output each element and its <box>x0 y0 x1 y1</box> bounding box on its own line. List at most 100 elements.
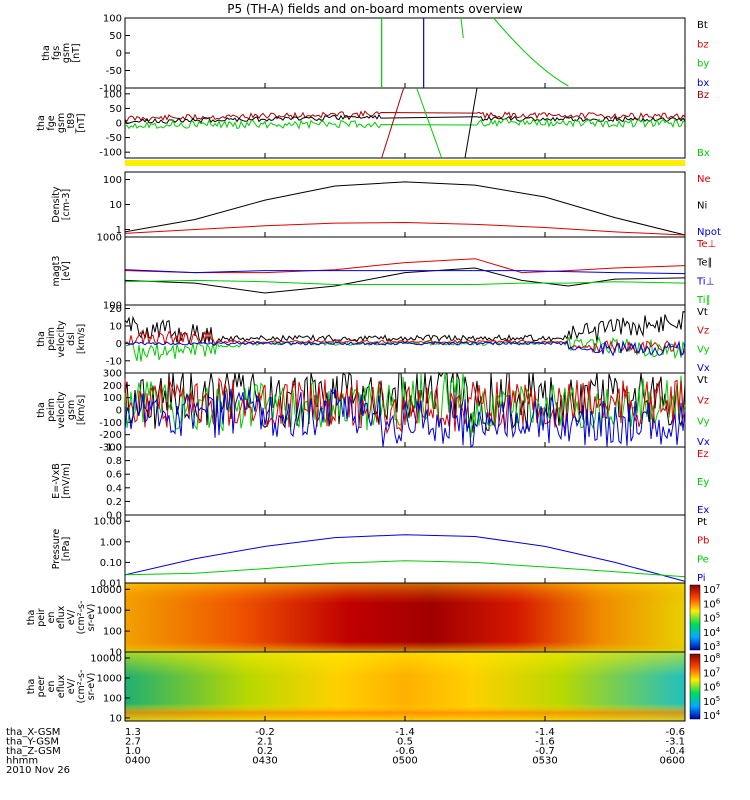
ylabel-fgs_gsm-3: [nT] <box>71 43 82 62</box>
ytick-label-efield-4: 0.2 <box>106 497 122 508</box>
ylabel-fge_gsm-4: [nT] <box>76 113 87 132</box>
legend-efield-ex: Ex <box>697 505 709 516</box>
xaxis-value-4-2: -0.4 <box>665 746 685 757</box>
colorbar-label-electron_spectrogram-2: 106 <box>703 681 721 694</box>
panel-frame-efield <box>124 446 686 516</box>
ytick-label-velocity_gsm-4: -100 <box>99 418 122 429</box>
ion-spectrogram-overlay <box>125 583 685 652</box>
gsm-vz <box>124 377 686 435</box>
chart-title: P5 (TH-A) fields and on-board moments ov… <box>227 2 523 16</box>
ylabel-electron_spectrogram-1: peer <box>36 676 47 698</box>
xaxis-value-2-0: -1.4 <box>395 727 415 738</box>
colorbar-label-electron_spectrogram-1: 107 <box>703 666 720 679</box>
legend-velocity_dsl-vy: Vy <box>697 344 710 355</box>
ylabel-velocity_gsm-3: gsm <box>66 400 77 420</box>
ylabel-electron_spectrogram-6: sr-eV) <box>86 673 97 701</box>
ylabel-electron_spectrogram-3: eflux <box>56 674 67 698</box>
series-temperature-ti∥ <box>124 279 686 285</box>
ytick-label-ion_spectrogram-1: 1000 <box>97 606 122 617</box>
ytick-label-density-1: 10 <box>109 200 122 211</box>
ytick-label-fge_gsm-3: -50 <box>106 133 122 144</box>
xaxis-label-2: tha_Z-GSM <box>6 746 61 757</box>
ylabel-ion_spectrogram-3: eflux <box>56 605 67 629</box>
dsl-vt <box>124 311 686 347</box>
legend-temperature-ti∥: Ti∥ <box>696 295 711 306</box>
ytick-label-velocity_dsl-2: 0 <box>116 339 122 350</box>
colorbar-label-electron_spectrogram-3: 105 <box>703 695 720 708</box>
ytick-label-velocity_dsl-0: 20 <box>109 304 122 315</box>
colorbar-label-ion_spectrogram-3: 104 <box>703 626 721 639</box>
xaxis-label-1: tha_Y-GSM <box>6 737 59 748</box>
xaxis-value-0-2: 1.0 <box>125 746 141 757</box>
fge-bz-drop <box>381 87 405 159</box>
legend-fgs_gsm-bz: bz <box>697 39 709 50</box>
ytick-label-fge_gsm-0: 100 <box>103 89 122 100</box>
ylabel-velocity_dsl-1: peim <box>46 327 57 351</box>
ylabel-velocity_dsl-3: dsl <box>66 332 77 346</box>
xaxis-value-1-0: -0.2 <box>255 727 275 738</box>
flag-bar <box>125 160 685 166</box>
xaxis-value-3-2: -0.7 <box>535 746 555 757</box>
ytick-label-velocity_gsm-0: 300 <box>103 369 122 380</box>
fgs-by-spike-2 <box>460 17 464 39</box>
colorbar-label-electron_spectrogram-4: 104 <box>703 709 721 722</box>
fge-bx-drop <box>416 87 443 159</box>
series-temperature-te⊥ <box>124 258 686 274</box>
legend-velocity_dsl-vx: Vx <box>697 363 710 374</box>
ylabel-efield-1: [mV/m] <box>61 463 72 499</box>
ylabel-fge_gsm-0: tha <box>36 115 47 131</box>
ytick-label-fge_gsm-4: -100 <box>99 148 122 159</box>
ylabel-fgs_gsm-1: fgs <box>51 46 62 60</box>
ylabel-velocity_gsm-4: [km/s] <box>76 395 87 425</box>
legend-velocity_gsm-vt: Vt <box>697 375 708 386</box>
ylabel-density-0: Density <box>51 186 62 222</box>
ytick-label-density-0: 100 <box>103 175 122 186</box>
legend-density-ne: Ne <box>697 174 711 185</box>
panel-frame-pressure <box>124 514 686 584</box>
ylabel-temperature-0: magt3 <box>51 256 62 287</box>
ylabel-density-1: [cm-3] <box>61 189 72 220</box>
ytick-label-efield-1: 0.8 <box>106 456 122 467</box>
xaxis-value-0-0: 1.3 <box>125 727 141 738</box>
series-density-ni <box>124 181 686 236</box>
fge-bt-recover <box>464 87 478 159</box>
ylabel-electron_spectrogram-4: eV/ <box>66 678 77 694</box>
ytick-label-velocity_gsm-3: 0 <box>116 406 122 417</box>
xaxis-label-0: tha_X-GSM <box>6 727 60 738</box>
ylabel-temperature-1: [eV] <box>61 261 72 281</box>
ytick-label-pressure-0: 10.00 <box>93 517 122 528</box>
ytick-label-pressure-3: 0.01 <box>100 579 122 590</box>
ylabel-fge_gsm-3: _t89 <box>66 113 77 135</box>
ytick-label-velocity_gsm-2: 100 <box>103 393 122 404</box>
ytick-label-fge_gsm-2: 0 <box>116 119 122 130</box>
legend-pressure-pb: Pb <box>697 536 709 547</box>
ytick-label-electron_spectrogram-0: 10000 <box>90 654 122 665</box>
legend-fgs_gsm-by: by <box>697 59 709 70</box>
xaxis-value-2-1: 0.5 <box>397 737 413 748</box>
ytick-label-electron_spectrogram-1: 1000 <box>97 673 122 684</box>
fge-bz <box>124 110 686 122</box>
xaxis-value-1-2: 0.2 <box>257 746 273 757</box>
ylabel-electron_spectrogram-2: en <box>46 681 57 693</box>
ylabel-velocity_dsl-4: [km/s] <box>76 324 87 354</box>
ytick-label-fgs_gsm-1: 50 <box>109 31 122 42</box>
ylabel-ion_spectrogram-1: peir <box>36 608 47 627</box>
ylabel-velocity_gsm-1: peim <box>46 398 57 422</box>
ytick-label-ion_spectrogram-3: 10 <box>109 648 122 659</box>
series-pressure-pi <box>124 534 686 582</box>
xaxis-value-1-1: 2.1 <box>257 737 273 748</box>
ytick-label-electron_spectrogram-2: 100 <box>103 693 122 704</box>
ylabel-fge_gsm-2: gsm <box>56 113 67 133</box>
ylabel-velocity_gsm-2: velocity <box>56 391 67 429</box>
colorbar-label-electron_spectrogram-0: 108 <box>703 652 720 665</box>
legend-fge_gsm-bx: Bx <box>697 148 710 159</box>
legend-density-npot: Npot <box>697 227 721 238</box>
series-temperature-ti⊥ <box>124 269 686 275</box>
xaxis-value-2-3: 0500 <box>392 756 417 767</box>
ylabel-pressure-1: [nPa] <box>61 537 72 562</box>
ytick-label-velocity_dsl-3: -10 <box>106 356 122 367</box>
xaxis-value-3-3: 0530 <box>532 756 557 767</box>
colorbar-label-ion_spectrogram-2: 105 <box>703 612 720 625</box>
legend-pressure-pe: Pe <box>697 554 709 565</box>
